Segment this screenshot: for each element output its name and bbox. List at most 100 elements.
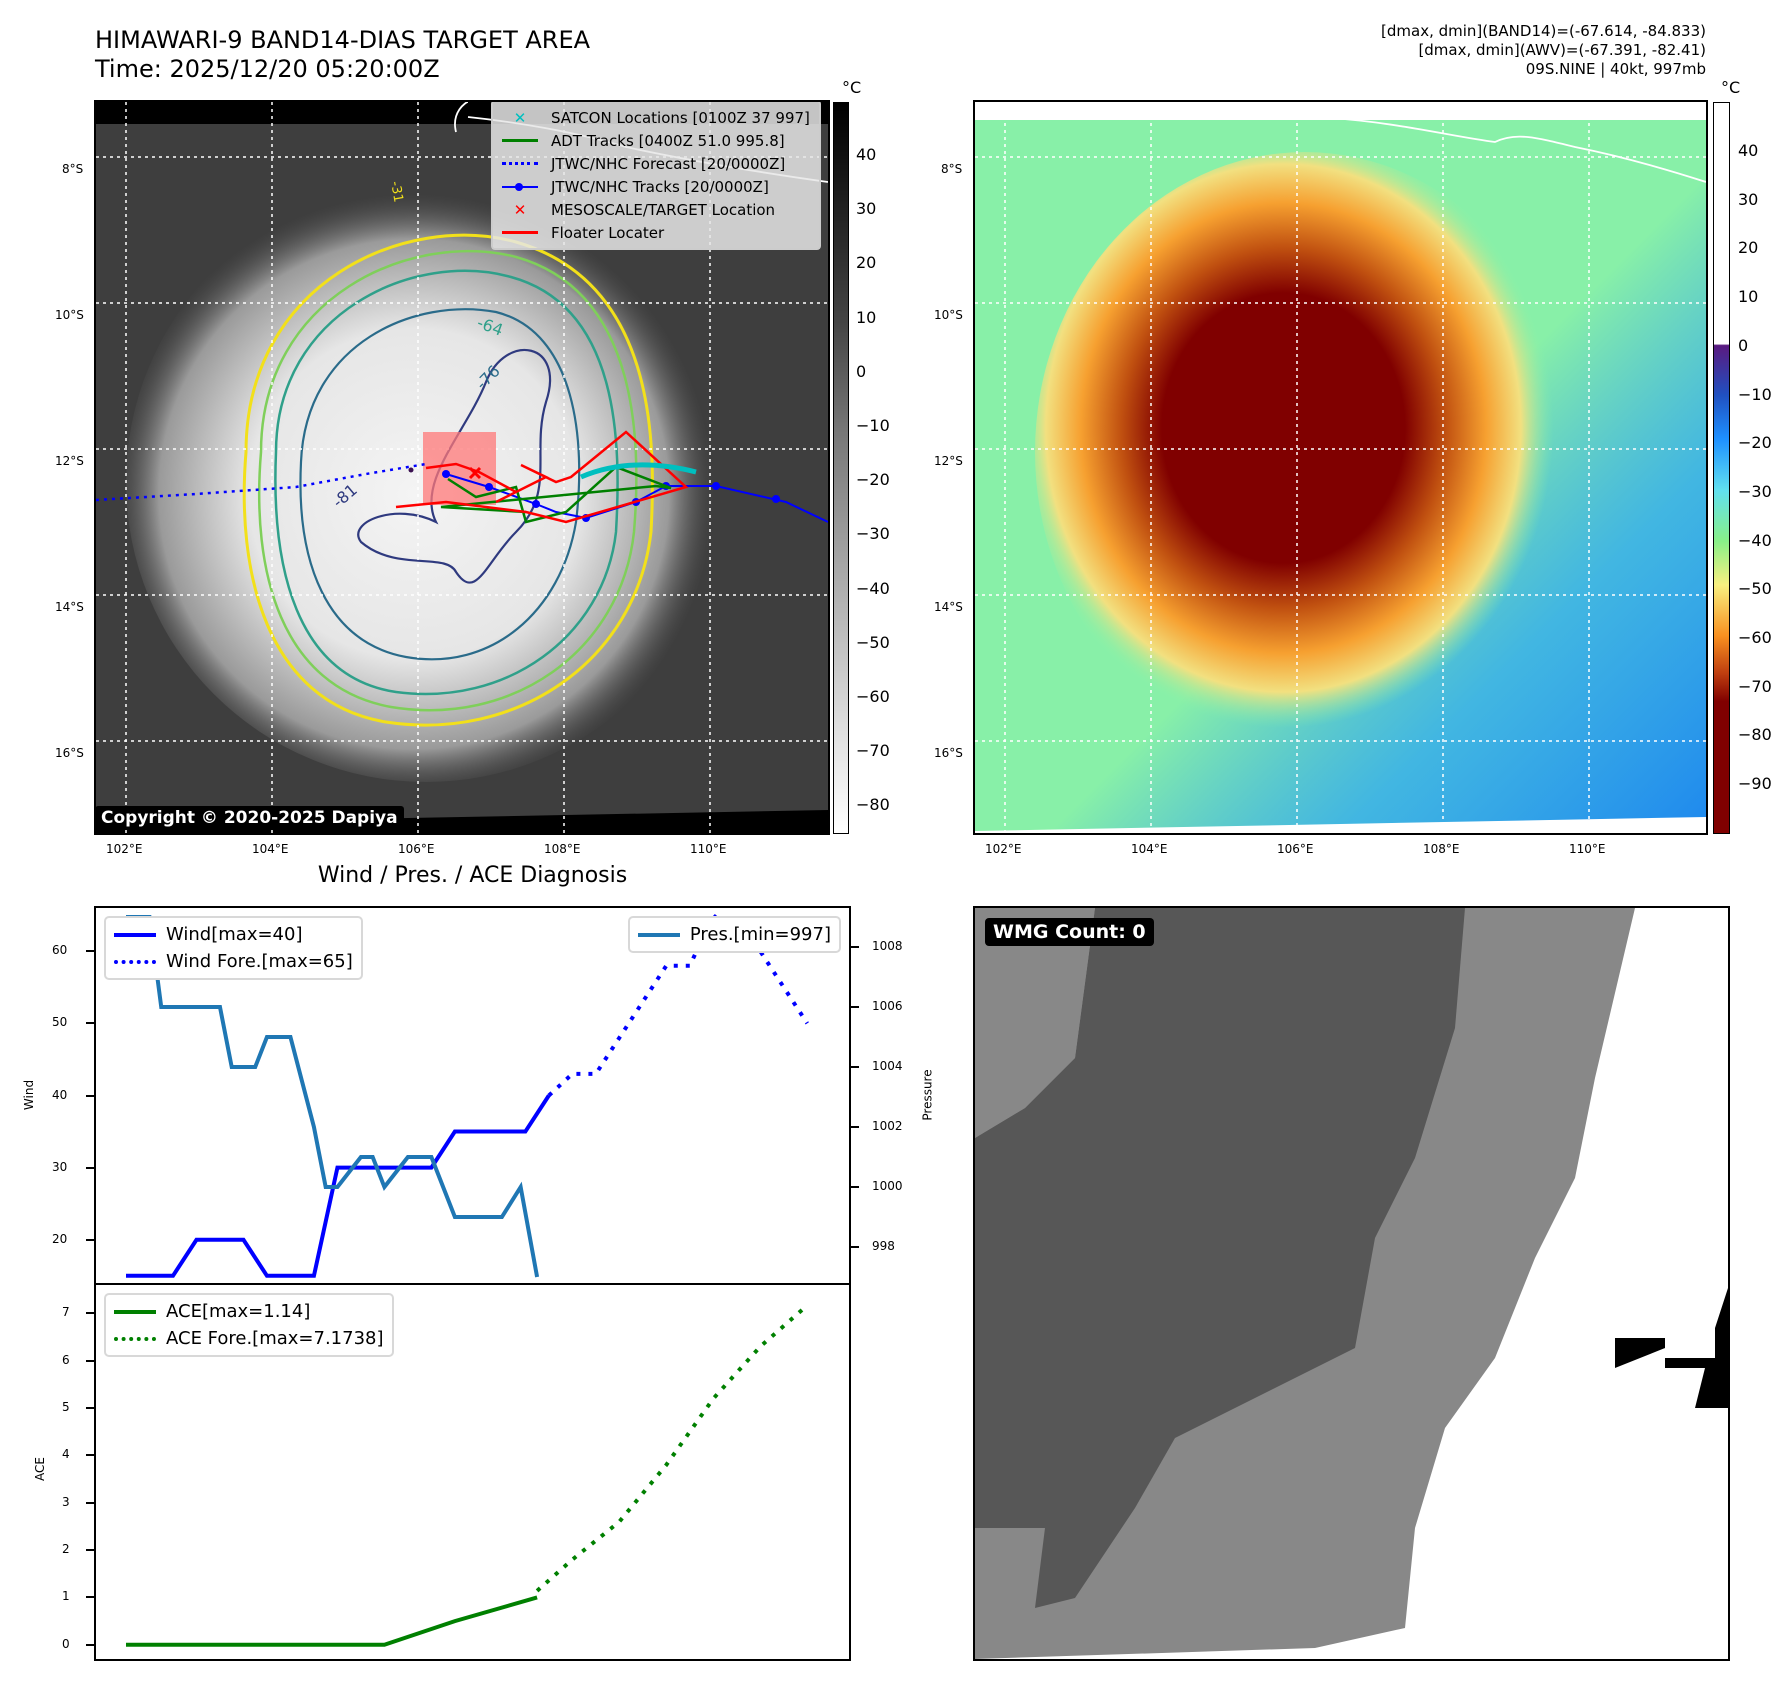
title-time: Time: 2025/12/20 05:20:00Z <box>95 55 440 83</box>
lon-label: 104°E <box>252 842 289 856</box>
lat-label: 14°S <box>55 600 84 614</box>
legend-label: JTWC/NHC Tracks [20/0000Z] <box>551 177 769 196</box>
colorbar-tick-label: 40 <box>856 145 877 164</box>
y-tick-label: 1004 <box>872 1059 903 1073</box>
lat-label: 8°S <box>941 162 963 176</box>
y-tick-label: 7 <box>62 1305 70 1320</box>
left-colorbar <box>833 102 849 834</box>
lat-label: 16°S <box>934 746 963 760</box>
pressure-axis-label: Pressure <box>920 1069 935 1121</box>
legend-label: ACE[max=1.14] <box>166 1301 311 1322</box>
y-tick-label: 20 <box>52 1231 68 1246</box>
lat-label: 12°S <box>934 454 963 468</box>
mesoscale-target-marker <box>468 466 482 480</box>
colorbar-tick-label: −70 <box>1738 676 1772 696</box>
colorbar-tick-label: −10 <box>1738 384 1772 404</box>
series-line-pres- <box>126 915 540 1278</box>
y-tick-label: 1008 <box>872 939 903 953</box>
ace-legend: ACE[max=1.14] ACE Fore.[max=7.1738] <box>104 1293 394 1357</box>
legend-label: Floater Locater <box>551 223 665 242</box>
y-tick-mark <box>86 1238 94 1241</box>
info-storm: 09S.NINE | 40kt, 997mb <box>1525 60 1706 78</box>
y-tick-mark <box>86 1643 94 1646</box>
y-tick-mark <box>86 1454 94 1457</box>
y-tick-label: 998 <box>872 1239 895 1253</box>
legend-label: Wind[max=40] <box>166 924 303 945</box>
title-line-1: HIMAWARI-9 BAND14-DIAS TARGET AREA <box>95 26 591 54</box>
colorbar-tick-label: −50 <box>856 632 890 652</box>
pressure-legend: Pres.[min=997] <box>627 916 841 953</box>
y-tick-label: 6 <box>62 1352 70 1367</box>
series-line-ace-fore- <box>535 1303 809 1593</box>
wmg-region-light-corner <box>975 908 1095 1138</box>
wind-pressure-chart: Wind[max=40] Wind Fore.[max=65] Pres.[mi… <box>94 906 851 1285</box>
colorbar-tick-label: 0 <box>856 361 867 381</box>
lat-label: 10°S <box>934 308 963 322</box>
y-tick-mark <box>851 946 859 948</box>
wmg-count-badge: WMG Count: 0 <box>985 918 1154 946</box>
legend-item-floater: Floater Locater <box>499 221 813 244</box>
y-tick-mark <box>86 1094 94 1097</box>
floater-box <box>423 432 496 505</box>
y-tick-mark <box>851 1186 859 1188</box>
diagnosis-title: Wind / Pres. / ACE Diagnosis <box>317 863 628 888</box>
cold-cloud-top <box>1035 152 1575 752</box>
x-icon: ✕ <box>513 108 527 127</box>
copyright-label: Copyright © 2020-2025 Dapiya <box>95 806 404 830</box>
colorbar-tick-label: 20 <box>856 253 877 273</box>
lon-label: 108°E <box>1423 842 1460 856</box>
legend-item-ace: ACE[max=1.14] <box>114 1298 384 1325</box>
y-tick-mark <box>86 1501 94 1504</box>
page-title: HIMAWARI-9 BAND14-DIAS TARGET AREA Time:… <box>95 26 590 84</box>
y-tick-mark <box>86 1312 94 1315</box>
y-tick-mark <box>86 1022 94 1025</box>
legend-label: JTWC/NHC Forecast [20/0000Z] <box>551 154 786 173</box>
wmg-map-svg <box>975 908 1728 1659</box>
ace-axis-label: ACE <box>32 1457 47 1481</box>
floater-locater-line <box>395 430 689 524</box>
colorbar-tick-label: 10 <box>1738 287 1759 307</box>
adt-track-line <box>440 465 672 524</box>
y-tick-label: 5 <box>62 1400 70 1415</box>
legend-item-wind: Wind[max=40] <box>114 921 353 948</box>
colorbar-tick-label: −10 <box>856 416 890 435</box>
coastline <box>1329 117 1706 183</box>
colorbar-tick-label: 0 <box>1738 335 1749 355</box>
dotted-line-icon <box>499 157 541 171</box>
storm-center-dot <box>408 467 414 473</box>
lon-label: 102°E <box>106 842 143 856</box>
left-ir-map: -81 -76 -64 -31 ✕ SATCON Locations [0100… <box>94 100 830 835</box>
lon-label: 106°E <box>1277 842 1314 856</box>
legend-label: ACE Fore.[max=7.1738] <box>166 1328 384 1349</box>
colorbar-tick-label: −40 <box>1738 530 1772 550</box>
colorbar-tick-label: −90 <box>1738 774 1772 794</box>
y-tick-mark <box>86 1359 94 1362</box>
line-icon <box>114 928 156 942</box>
wind-legend: Wind[max=40] Wind Fore.[max=65] <box>104 916 363 980</box>
colorbar-tick-label: −40 <box>856 578 890 598</box>
wmg-region-dark <box>975 908 1465 1608</box>
legend-label: MESOSCALE/TARGET Location <box>551 200 776 219</box>
lat-label: 16°S <box>55 746 84 760</box>
colorbar-tick-label: −30 <box>856 524 890 544</box>
right-colorbar <box>1713 102 1730 834</box>
contour-teal <box>274 269 619 696</box>
left-map-svg: -81 -76 -64 -31 <box>96 102 828 833</box>
y-tick-mark <box>86 1407 94 1410</box>
lon-label: 102°E <box>985 842 1022 856</box>
info-band14: [dmax, dmin](BAND14)=(-67.614, -84.833) <box>1381 22 1706 40</box>
wind-chart-svg <box>126 911 809 1278</box>
graticule <box>975 102 1706 833</box>
y-tick-label: 4 <box>62 1447 70 1462</box>
legend-item-jtwc-tracks: JTWC/NHC Tracks [20/0000Z] <box>499 175 813 198</box>
legend-item-jtwc-forecast: JTWC/NHC Forecast [20/0000Z] <box>499 152 813 175</box>
y-tick-mark <box>851 1246 859 1248</box>
lat-label: 14°S <box>934 600 963 614</box>
colorbar-tick-label: −60 <box>856 687 890 706</box>
right-colorbar-unit: °C <box>1721 78 1741 97</box>
contour-lightgreen <box>257 249 638 712</box>
y-tick-mark <box>86 1166 94 1169</box>
y-tick-label: 3 <box>62 1494 70 1509</box>
legend-item-mesoscale: ✕ MESOSCALE/TARGET Location <box>499 198 813 221</box>
right-map-svg <box>975 102 1706 833</box>
